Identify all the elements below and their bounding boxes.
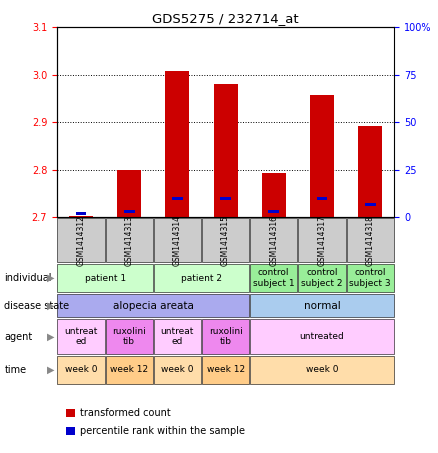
- Text: transformed count: transformed count: [80, 408, 170, 418]
- Text: GSM1414314: GSM1414314: [173, 215, 182, 266]
- Bar: [220, 197, 231, 200]
- Bar: [298, 218, 346, 262]
- Text: ▶: ▶: [46, 301, 54, 311]
- Text: week 12: week 12: [206, 365, 245, 374]
- Bar: [346, 218, 394, 262]
- Bar: [202, 356, 249, 384]
- Bar: [250, 264, 297, 292]
- Text: control
subject 1: control subject 1: [253, 269, 295, 288]
- Bar: [57, 319, 105, 354]
- Text: alopecia areata: alopecia areata: [113, 301, 194, 311]
- Text: ▶: ▶: [46, 273, 54, 283]
- Bar: [117, 170, 141, 217]
- Text: individual: individual: [4, 273, 52, 283]
- Text: ▶: ▶: [46, 365, 54, 375]
- Bar: [250, 356, 394, 384]
- Bar: [172, 197, 183, 200]
- Text: week 12: week 12: [110, 365, 148, 374]
- Bar: [261, 173, 286, 217]
- Text: patient 2: patient 2: [181, 274, 222, 283]
- Text: week 0: week 0: [161, 365, 194, 374]
- Bar: [57, 294, 249, 317]
- Text: agent: agent: [4, 332, 32, 342]
- Text: untreat
ed: untreat ed: [64, 327, 98, 347]
- Bar: [124, 210, 134, 213]
- Bar: [154, 218, 201, 262]
- Text: GSM1414312: GSM1414312: [77, 215, 85, 266]
- Bar: [268, 210, 279, 213]
- Bar: [346, 264, 394, 292]
- Text: GSM1414313: GSM1414313: [125, 215, 134, 266]
- Bar: [213, 84, 237, 217]
- Bar: [106, 319, 153, 354]
- Text: percentile rank within the sample: percentile rank within the sample: [80, 426, 245, 436]
- Text: control
subject 2: control subject 2: [301, 269, 343, 288]
- Text: time: time: [4, 365, 27, 375]
- Text: ruxolini
tib: ruxolini tib: [208, 327, 243, 347]
- Text: GSM1414315: GSM1414315: [221, 215, 230, 266]
- Bar: [57, 218, 105, 262]
- Bar: [154, 319, 201, 354]
- Text: control
subject 3: control subject 3: [349, 269, 391, 288]
- Text: patient 1: patient 1: [85, 274, 126, 283]
- Bar: [358, 126, 382, 217]
- Bar: [57, 356, 105, 384]
- Bar: [310, 95, 334, 217]
- Text: ruxolini
tib: ruxolini tib: [112, 327, 146, 347]
- Text: ▶: ▶: [46, 332, 54, 342]
- Text: GSM1414316: GSM1414316: [269, 215, 278, 266]
- Bar: [202, 218, 249, 262]
- Bar: [250, 294, 394, 317]
- Bar: [250, 218, 297, 262]
- Text: week 0: week 0: [306, 365, 338, 374]
- Bar: [202, 319, 249, 354]
- Bar: [69, 216, 93, 217]
- Bar: [154, 356, 201, 384]
- Text: untreated: untreated: [300, 332, 344, 341]
- Text: normal: normal: [304, 301, 340, 311]
- Title: GDS5275 / 232714_at: GDS5275 / 232714_at: [152, 12, 299, 24]
- Bar: [154, 264, 249, 292]
- Text: disease state: disease state: [4, 301, 70, 311]
- Bar: [298, 264, 346, 292]
- Text: untreat
ed: untreat ed: [161, 327, 194, 347]
- Bar: [365, 202, 375, 206]
- Bar: [106, 356, 153, 384]
- Bar: [57, 264, 153, 292]
- Bar: [76, 212, 86, 215]
- Bar: [317, 197, 327, 200]
- Bar: [165, 71, 189, 217]
- Bar: [250, 319, 394, 354]
- Text: GSM1414317: GSM1414317: [318, 215, 326, 266]
- Text: week 0: week 0: [65, 365, 97, 374]
- Text: GSM1414318: GSM1414318: [366, 215, 374, 266]
- Bar: [106, 218, 153, 262]
